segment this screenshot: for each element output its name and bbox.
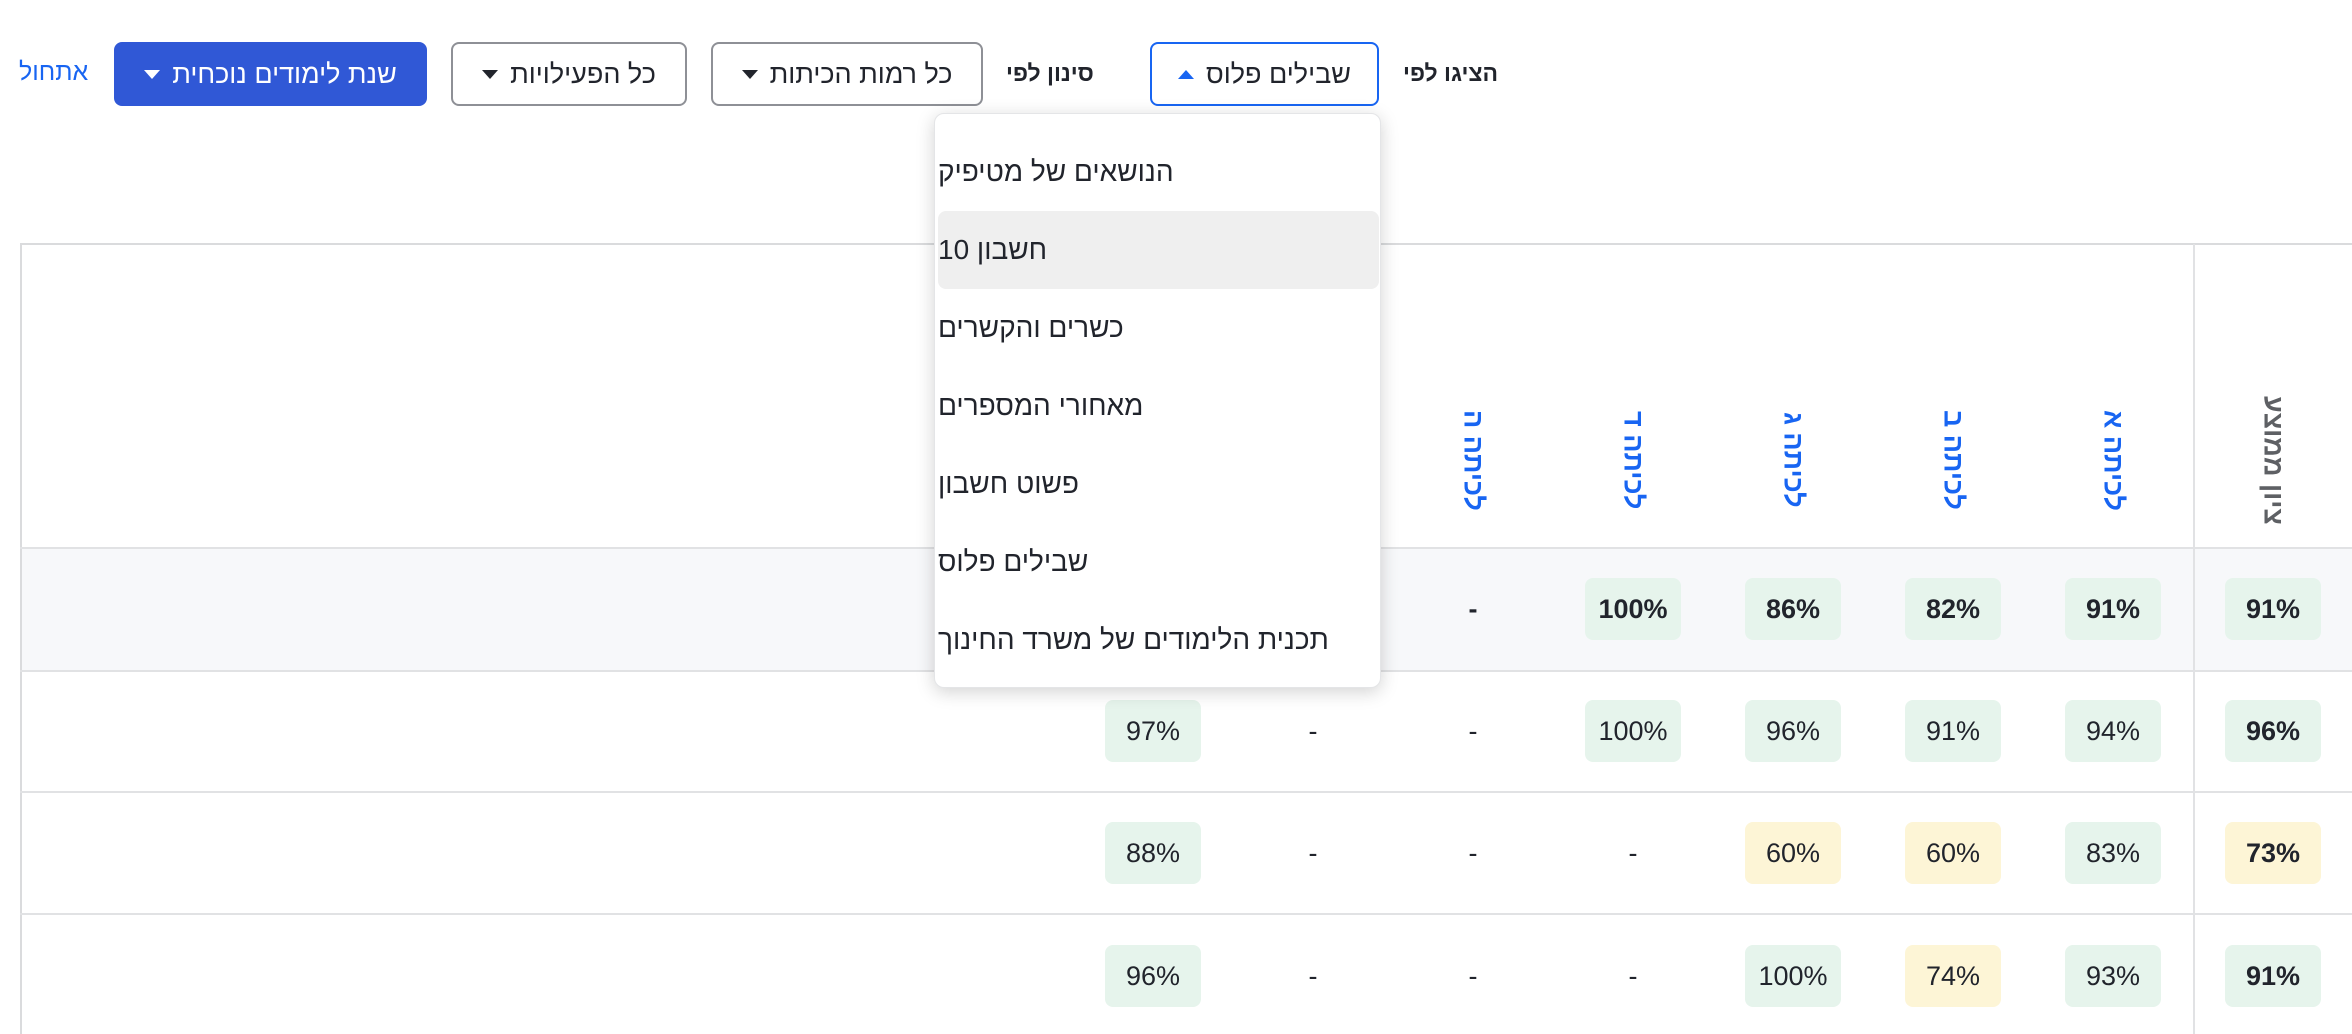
score-cell: 96% xyxy=(2225,700,2321,762)
menu-item-heshbon10[interactable]: חשבון 10 xyxy=(938,211,1379,289)
show-by-menu: הנושאים של מטיפיק חשבון 10 כשרים והקשרים… xyxy=(934,113,1381,688)
column-divider xyxy=(2193,244,2195,1034)
menu-item-ministry-curriculum[interactable]: תכנית הלימודים של משרד החינוך xyxy=(938,624,1329,655)
score-cell: - xyxy=(1308,960,1318,991)
column-header-grade1[interactable]: לכיתה א xyxy=(2098,409,2129,511)
score-cell: 93% xyxy=(2065,945,2161,1007)
menu-item-shvilim-plus[interactable]: שבילים פלוס xyxy=(938,546,1089,577)
score-cell: - xyxy=(1628,837,1638,868)
menu-item-pashut-heshbon[interactable]: פשוט חשבון xyxy=(938,468,1080,499)
score-cell: 88% xyxy=(1105,822,1201,884)
score-cell: 74% xyxy=(1905,945,2001,1007)
score-cell: - xyxy=(1308,837,1318,868)
school-year-dropdown[interactable]: שנת לימודים נוכחית xyxy=(114,42,427,106)
activities-label: כל הפעילויות xyxy=(510,58,656,89)
score-cell: 100% xyxy=(1585,578,1681,640)
menu-item-metific[interactable]: הנושאים של מטיפיק xyxy=(938,156,1174,187)
chevron-down-icon xyxy=(144,69,161,79)
chevron-down-icon xyxy=(741,69,758,79)
score-cell: 100% xyxy=(1585,700,1681,762)
show-by-dropdown[interactable]: שבילים פלוס xyxy=(1150,42,1379,106)
column-header-grade2[interactable]: לכיתה ב xyxy=(1938,410,1969,510)
grade-levels-dropdown[interactable]: כל רמות הכיתות xyxy=(711,42,983,106)
score-cell: 96% xyxy=(1745,700,1841,762)
score-cell: 91% xyxy=(1905,700,2001,762)
score-cell: 91% xyxy=(2225,945,2321,1007)
show-by-value: שבילים פלוס xyxy=(1206,58,1351,89)
score-cell: 86% xyxy=(1745,578,1841,640)
score-cell: 60% xyxy=(1905,822,2001,884)
score-cell: - xyxy=(1468,593,1478,624)
score-cell: 94% xyxy=(2065,700,2161,762)
score-cell: - xyxy=(1308,715,1318,746)
score-cell: 82% xyxy=(1905,578,2001,640)
row-divider xyxy=(20,913,2352,915)
column-header-grade5[interactable]: לכיתה ה xyxy=(1458,409,1489,511)
score-cell: 83% xyxy=(2065,822,2161,884)
score-cell: 100% xyxy=(1745,945,1841,1007)
score-cell: 73% xyxy=(2225,822,2321,884)
school-year-label: שנת לימודים נוכחית xyxy=(172,58,397,89)
score-cell: - xyxy=(1468,715,1478,746)
row-divider xyxy=(20,791,2352,793)
menu-item-behind-numbers[interactable]: מאחורי המספרים xyxy=(938,390,1144,421)
score-cell: - xyxy=(1628,960,1638,991)
menu-item-kesharim[interactable]: כשרים והקשרים xyxy=(938,312,1124,343)
chevron-down-icon xyxy=(482,69,499,79)
filter-by-label: סינון לפי xyxy=(1006,60,1094,86)
column-header-grade4[interactable]: לכיתה ד xyxy=(1618,410,1649,510)
column-header-average[interactable]: ציון ממוצע xyxy=(2258,395,2289,525)
score-cell: 96% xyxy=(1105,945,1201,1007)
score-cell: 97% xyxy=(1105,700,1201,762)
reset-link[interactable]: אתחול xyxy=(19,58,89,86)
score-cell: 60% xyxy=(1745,822,1841,884)
score-cell: 91% xyxy=(2065,578,2161,640)
grade-levels-label: כל רמות הכיתות xyxy=(769,58,953,89)
chevron-up-icon xyxy=(1178,69,1195,79)
show-by-label: הציגו לפי xyxy=(1403,60,1498,86)
score-cell: - xyxy=(1468,960,1478,991)
score-cell: 91% xyxy=(2225,578,2321,640)
score-cell: - xyxy=(1468,837,1478,868)
column-header-grade3[interactable]: לכיתה ג xyxy=(1778,412,1809,508)
activities-dropdown[interactable]: כל הפעילויות xyxy=(451,42,687,106)
